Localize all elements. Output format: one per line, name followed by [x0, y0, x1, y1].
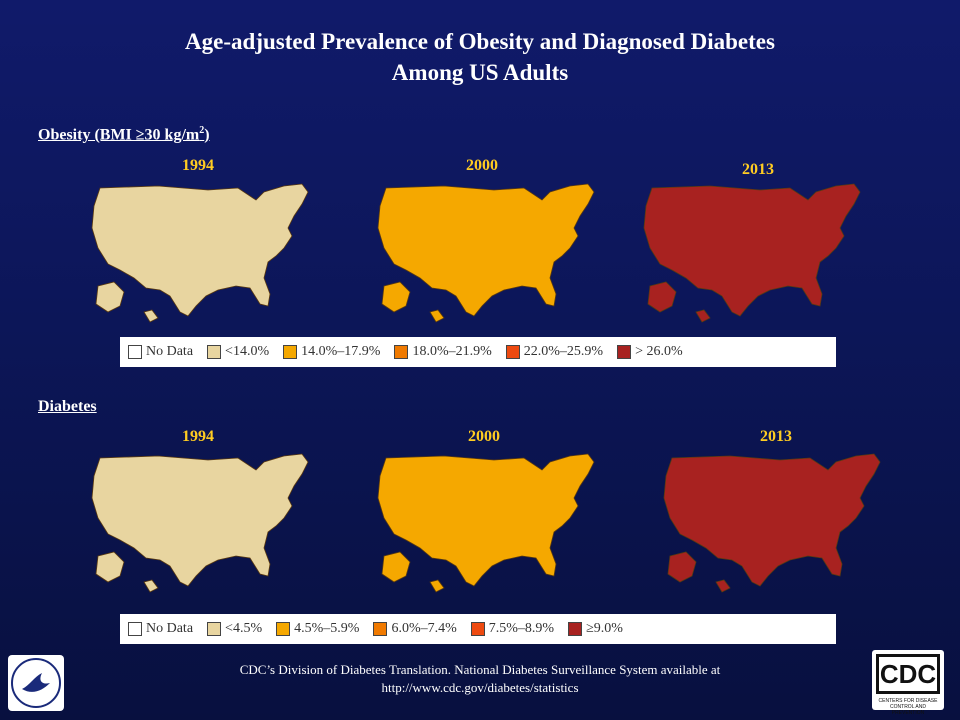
cdc-logo-mark: CDC — [876, 654, 940, 694]
diabetes-legend-swatch — [470, 622, 485, 636]
obesity-legend-swatch — [128, 345, 142, 359]
obesity-legend-item: <14.0% — [207, 344, 269, 360]
diabetes-map-2013-shape — [663, 453, 881, 593]
obesity-legend-item: No Data — [128, 344, 193, 360]
diabetes-year-1994: 1994 — [182, 428, 214, 445]
obesity-legend-item: > 26.0% — [617, 344, 683, 360]
diabetes-legend: No Data <4.5% 4.5%–5.9% 6.0%–7.4% 7.5%–8.9% ≥… — [120, 614, 836, 644]
footer-line-2: http://www.cdc.gov/diabetes/statistics — [381, 680, 579, 695]
diabetes-legend-item: No Data — [128, 621, 193, 637]
slide-title: Age-adjusted Prevalence of Obesity and D… — [0, 26, 960, 88]
obesity-legend-swatch — [505, 345, 520, 359]
diabetes-legend-item: 7.5%–8.9% — [470, 621, 555, 637]
hhs-logo — [8, 655, 64, 711]
cdc-logo-subtitle: CENTERS FOR DISEASE CONTROL AND PREVENTI… — [878, 698, 938, 716]
diabetes-year-2000: 2000 — [468, 428, 500, 445]
obesity-map-2013-shape — [643, 183, 861, 323]
obesity-legend-swatch — [207, 345, 222, 359]
obesity-legend-label: > 26.0% — [635, 344, 683, 359]
obesity-map-1994 — [91, 183, 309, 323]
obesity-label-close: ) — [204, 126, 210, 144]
obesity-legend-label: 22.0%–25.9% — [523, 344, 604, 359]
diabetes-section-label: Diabetes — [38, 398, 97, 415]
diabetes-map-2000 — [377, 453, 595, 593]
obesity-legend-label: No Data — [146, 344, 194, 359]
diabetes-legend-label: ≥9.0% — [586, 621, 623, 636]
obesity-year-2013: 2013 — [742, 161, 774, 178]
hhs-eagle-icon — [11, 658, 61, 708]
obesity-legend-item: 14.0%–17.9% — [283, 344, 380, 360]
obesity-legend: No Data <14.0% 14.0%–17.9% 18.0%–21.9% 22.0%… — [120, 337, 836, 367]
obesity-map-1994-shape — [91, 183, 309, 323]
diabetes-legend-swatch — [373, 622, 388, 636]
obesity-year-2000: 2000 — [466, 157, 498, 174]
diabetes-legend-item: 4.5%–5.9% — [276, 621, 359, 637]
diabetes-legend-item: 6.0%–7.4% — [373, 621, 457, 637]
obesity-label-text: Obesity (BMI ≥30 kg/m — [38, 126, 200, 144]
diabetes-map-1994 — [91, 453, 309, 593]
obesity-map-2000 — [377, 183, 595, 323]
diabetes-legend-label: 7.5%–8.9% — [488, 621, 555, 636]
diabetes-legend-label: No Data — [146, 621, 194, 636]
diabetes-map-2013 — [663, 453, 881, 593]
diabetes-year-2013: 2013 — [760, 428, 792, 445]
footer-citation: CDC’s Division of Diabetes Translation. … — [120, 661, 840, 697]
title-line-2: Among US Adults — [391, 60, 569, 85]
diabetes-legend-swatch — [568, 622, 583, 636]
obesity-label-superscript: 2 — [199, 125, 205, 136]
diabetes-legend-item: <4.5% — [207, 621, 262, 637]
obesity-legend-swatch — [283, 345, 298, 359]
diabetes-legend-label: 4.5%–5.9% — [294, 621, 360, 636]
obesity-legend-item: 18.0%–21.9% — [394, 344, 492, 360]
title-line-1: Age-adjusted Prevalence of Obesity and D… — [185, 29, 775, 54]
obesity-map-2000-shape — [377, 183, 595, 323]
obesity-legend-item: 22.0%–25.9% — [505, 344, 604, 360]
obesity-legend-label: <14.0% — [225, 344, 270, 359]
obesity-legend-label: 18.0%–21.9% — [412, 344, 492, 359]
diabetes-map-1994-shape — [91, 453, 309, 593]
diabetes-legend-swatch — [128, 622, 142, 636]
diabetes-legend-label: <4.5% — [225, 621, 263, 636]
diabetes-legend-swatch — [207, 622, 222, 636]
obesity-legend-swatch — [394, 345, 409, 359]
diabetes-map-2000-shape — [377, 453, 595, 593]
obesity-year-1994: 1994 — [182, 157, 214, 174]
obesity-legend-swatch — [617, 345, 632, 359]
footer-line-1: CDC’s Division of Diabetes Translation. … — [239, 662, 721, 677]
diabetes-legend-swatch — [276, 622, 291, 636]
obesity-map-2013 — [643, 183, 861, 323]
cdc-logo: CDC CENTERS FOR DISEASE CONTROL AND PREV… — [872, 650, 944, 716]
obesity-legend-label: 14.0%–17.9% — [301, 344, 381, 359]
diabetes-legend-label: 6.0%–7.4% — [391, 621, 457, 636]
diabetes-legend-item: ≥9.0% — [568, 621, 623, 637]
obesity-section-label: Obesity (BMI ≥30 kg/m2) — [38, 125, 210, 144]
